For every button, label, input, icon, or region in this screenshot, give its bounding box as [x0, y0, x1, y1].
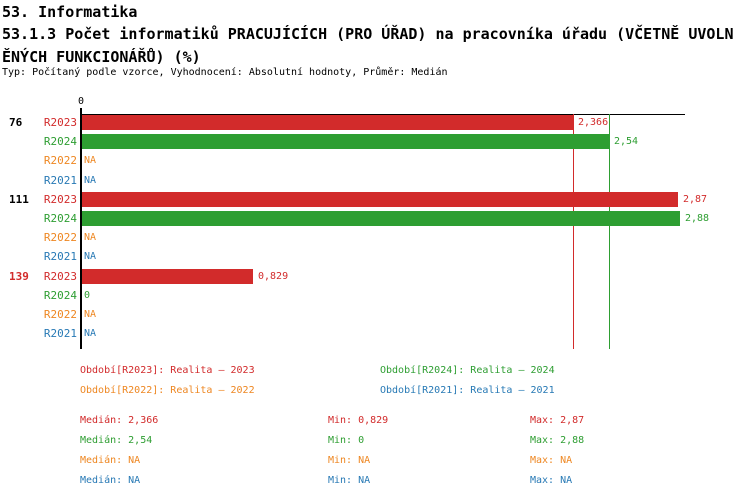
- series-label-r2022-group-111: R2022: [43, 231, 77, 244]
- stat-median-r2023: Medián: 2,366: [80, 415, 159, 426]
- group-label-139: 139: [9, 270, 29, 283]
- bar-value-label: NA: [84, 251, 97, 262]
- stat-max-r2021: Max: NA: [530, 475, 573, 486]
- legend-item-r2023: Období[R2023]: Realita – 2023: [80, 365, 255, 376]
- bar-value-label: 2,54: [614, 136, 639, 147]
- group-label-111: 111: [9, 193, 29, 206]
- stat-max-r2024: Max: 2,88: [530, 435, 585, 446]
- bar-value-label: NA: [84, 155, 97, 166]
- section-heading: 53. Informatika: [2, 3, 138, 21]
- stat-min-r2022: Min: NA: [328, 455, 371, 466]
- stat-median-r2021: Medián: NA: [80, 475, 141, 486]
- series-label-r2022-group-76: R2022: [43, 154, 77, 167]
- group-label-76: 76: [9, 116, 23, 129]
- series-label-r2021-group-139: R2021: [43, 327, 77, 340]
- series-label-r2023-group-111: R2023: [43, 193, 77, 206]
- stat-min-r2024: Min: 0: [328, 435, 365, 446]
- bar-value-label: NA: [84, 328, 97, 339]
- median-line-r2023: [573, 114, 574, 349]
- bar-r2023-group-76: [82, 115, 573, 130]
- series-label-r2024-group-139: R2024: [43, 289, 77, 302]
- x-axis-zero-tick-label: 0: [77, 96, 85, 107]
- stat-median-r2022: Medián: NA: [80, 455, 141, 466]
- legend-item-r2024: Období[R2024]: Realita – 2024: [380, 365, 555, 376]
- series-label-r2022-group-139: R2022: [43, 308, 77, 321]
- legend-item-r2021: Období[R2021]: Realita – 2021: [380, 385, 555, 396]
- bar-value-label: 2,88: [685, 213, 710, 224]
- stat-min-r2021: Min: NA: [328, 475, 371, 486]
- y-axis-line: [80, 108, 82, 349]
- series-label-r2021-group-111: R2021: [43, 250, 77, 263]
- bar-value-label: 0: [84, 290, 91, 301]
- x-axis-top-line: [80, 114, 685, 115]
- legend-item-r2022: Období[R2022]: Realita – 2022: [80, 385, 255, 396]
- bar-r2023-group-111: [82, 192, 678, 207]
- series-label-r2024-group-76: R2024: [43, 135, 77, 148]
- stat-min-r2023: Min: 0,829: [328, 415, 389, 426]
- stat-max-r2023: Max: 2,87: [530, 415, 585, 426]
- bar-value-label: NA: [84, 175, 97, 186]
- bar-value-label: NA: [84, 232, 97, 243]
- series-label-r2023-group-76: R2023: [43, 116, 77, 129]
- chart-meta-line: Typ: Počítaný podle vzorce, Vyhodnocení:…: [2, 67, 448, 78]
- stat-median-r2024: Medián: 2,54: [80, 435, 153, 446]
- bar-value-label: 2,366: [578, 117, 609, 128]
- series-label-r2023-group-139: R2023: [43, 270, 77, 283]
- bar-r2024-group-76: [82, 134, 609, 149]
- median-line-r2024: [609, 114, 610, 349]
- bar-r2024-group-111: [82, 211, 680, 226]
- chart-title-line1: 53.1.3 Počet informatiků PRACUJÍCÍCH (PR…: [2, 25, 734, 43]
- chart-title-line2: ĚNÝCH FUNKCIONÁŘŮ) (%): [2, 48, 201, 66]
- stat-max-r2022: Max: NA: [530, 455, 573, 466]
- series-label-r2024-group-111: R2024: [43, 212, 77, 225]
- bar-value-label: NA: [84, 309, 97, 320]
- bar-value-label: 0,829: [258, 271, 289, 282]
- bar-value-label: 2,87: [683, 194, 708, 205]
- bar-r2023-group-139: [82, 269, 253, 284]
- series-label-r2021-group-76: R2021: [43, 174, 77, 187]
